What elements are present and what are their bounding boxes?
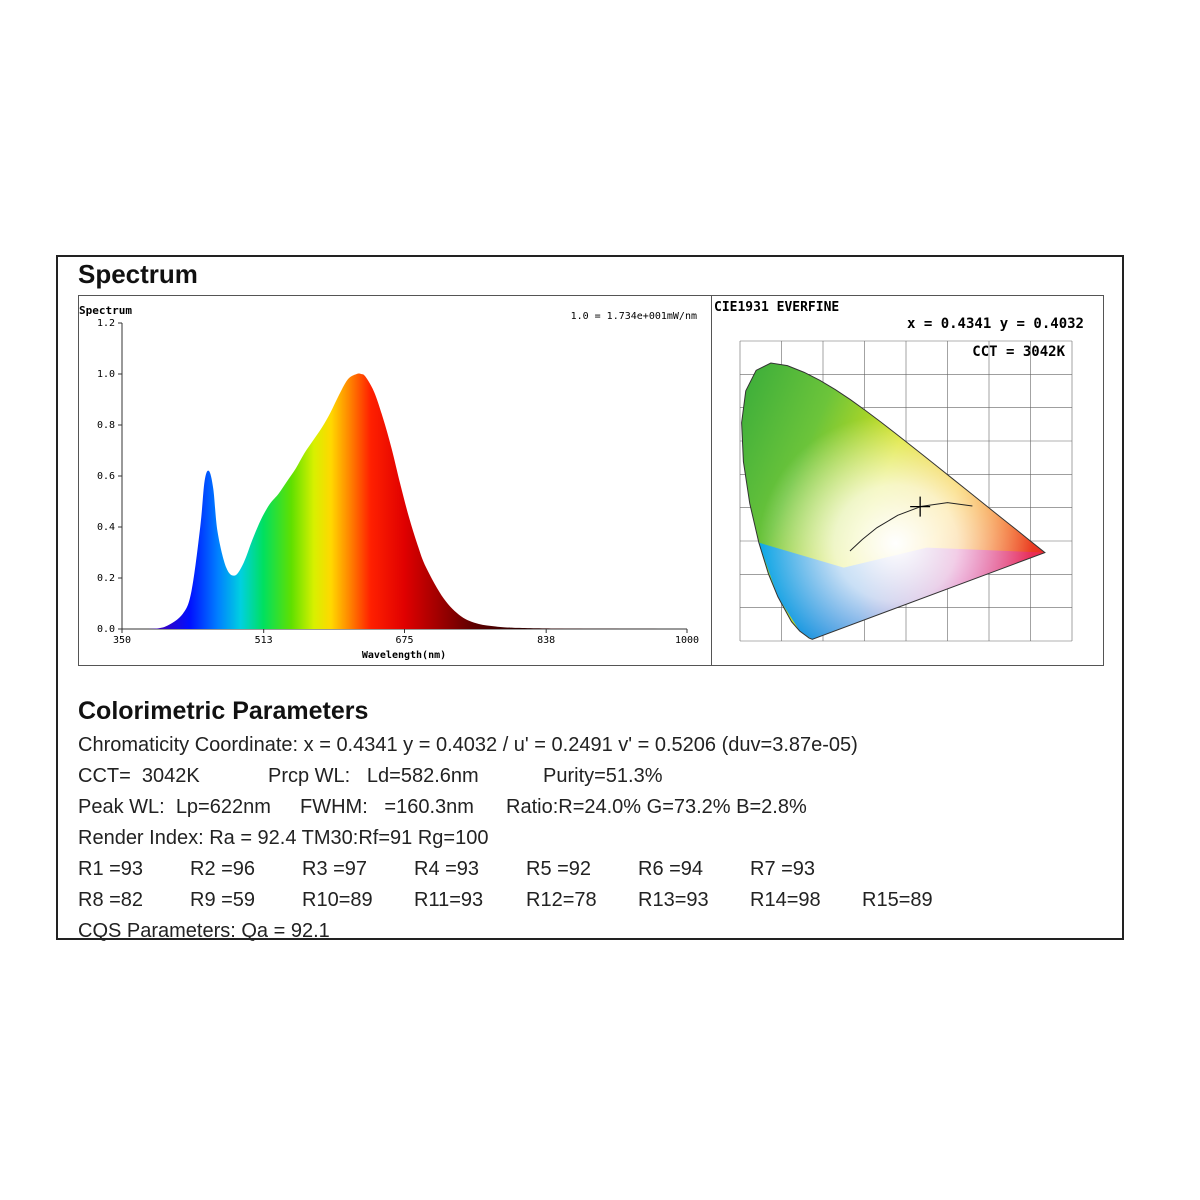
chromaticity-line: Chromaticity Coordinate: x = 0.4341 y = … xyxy=(78,734,858,756)
cie-cct-label: CCT = 3042K xyxy=(972,344,1065,360)
r-values-row-2: R8 =82 R9 =59 R10=89 R11=93 R12=78 R13=93 R14=… xyxy=(78,885,1108,916)
spectrum-x-tick-label: 838 xyxy=(537,635,555,646)
cct-line: CCT= 3042K Prcp WL: Ld=582.6nm Purity=51.3… xyxy=(78,761,1108,792)
r-value-8: R8 =82 xyxy=(78,889,144,911)
fwhm-value: FWHM: =160.3nm xyxy=(300,796,474,818)
spectrum-x-tick-label: 1000 xyxy=(675,635,699,646)
purity-value: Purity=51.3% xyxy=(543,765,663,787)
r-values-row-1: R1 =93 R2 =96 R3 =97 R4 =93 R5 =92 R6 =94 R7 =… xyxy=(78,854,1108,885)
spectrum-curve xyxy=(148,373,688,629)
cie-coordinate-annotation: x = 0.4341 y = 0.4032 xyxy=(907,316,1084,332)
render-index-line: Render Index: Ra = 92.4 TM30:Rf=91 Rg=10… xyxy=(78,827,489,849)
planckian-locus xyxy=(849,502,973,552)
spectrum-x-tick-label: 350 xyxy=(113,635,131,646)
r-value-9: R9 =59 xyxy=(190,889,256,911)
colorimetric-title: Colorimetric Parameters xyxy=(78,697,369,725)
r-value-5: R5 =92 xyxy=(526,858,592,880)
r-value-1: R1 =93 xyxy=(78,858,144,880)
ratio-value: Ratio:R=24.0% G=73.2% B=2.8% xyxy=(506,796,807,818)
r-value-2: R2 =96 xyxy=(190,858,256,880)
r-value-6: R6 =94 xyxy=(638,858,704,880)
spectrum-chart-panel: 0.0 0.2 0.4 0.6 0.8 1.0 1.2 350 513 675 838 1000 Sp… xyxy=(78,295,712,666)
cie-chart-title: CIE1931 EVERFINE xyxy=(714,300,839,315)
spectrum-y-tick-label: 1.0 xyxy=(97,369,115,380)
spectrum-report: Spectrum xyxy=(56,255,1124,942)
cct-value: CCT= 3042K xyxy=(78,765,200,787)
cie1931-chart-panel: CIE1931 EVERFINE x = 0.4341 y = 0.4032 C… xyxy=(711,295,1104,666)
r-value-14: R14=98 xyxy=(750,889,821,911)
r-value-15: R15=89 xyxy=(862,889,933,911)
spectrum-annotation: 1.0 = 1.734e+001mW/nm xyxy=(571,311,697,322)
spectrum-y-tick-label: 0.2 xyxy=(97,573,115,584)
spectrum-y-tick-label: 0.0 xyxy=(97,624,115,635)
spectrum-x-axis-label: Wavelength(nm) xyxy=(362,650,446,661)
r-value-3: R3 =97 xyxy=(302,858,368,880)
r-value-7: R7 =93 xyxy=(750,858,816,880)
measured-point-marker xyxy=(910,496,931,517)
spectrum-x-tick-label: 675 xyxy=(395,635,413,646)
spectrum-y-tick-label: 0.4 xyxy=(97,522,115,533)
spectrum-y-tick-label: 0.6 xyxy=(97,471,115,482)
spectrum-chart: 0.0 0.2 0.4 0.6 0.8 1.0 1.2 350 513 675 838 1000 Sp… xyxy=(79,304,699,661)
prcp-wl-value: Prcp WL: Ld=582.6nm xyxy=(268,765,479,787)
r-value-11: R11=93 xyxy=(414,889,484,911)
spectral-locus xyxy=(741,362,1046,640)
spectrum-section-title: Spectrum xyxy=(78,259,198,289)
peak-wl-value: Peak WL: Lp=622nm xyxy=(78,796,271,818)
spectrum-chart-title: Spectrum xyxy=(79,304,132,317)
r-value-4: R4 =93 xyxy=(414,858,480,880)
spectrum-x-tick-label: 513 xyxy=(255,635,273,646)
peak-wl-line: Peak WL: Lp=622nm FWHM: =160.3nm Ratio:R=2… xyxy=(78,792,1108,823)
r-value-13: R13=93 xyxy=(638,889,709,911)
cie1931-chart: CIE1931 EVERFINE x = 0.4341 y = 0.4032 C… xyxy=(714,300,1084,642)
spectrum-y-tick-label: 1.2 xyxy=(97,318,115,329)
spectrum-tick-labels: 0.0 0.2 0.4 0.6 0.8 1.0 1.2 350 513 675 838 1000 xyxy=(97,318,699,646)
cqs-line: CQS Parameters: Qa = 92.1 xyxy=(78,920,330,942)
r-value-10: R10=89 xyxy=(302,889,373,911)
colorimetric-parameters: Colorimetric Parameters Chromaticity Coo… xyxy=(78,697,1108,947)
spectrum-y-tick-label: 0.8 xyxy=(97,420,115,431)
r-value-12: R12=78 xyxy=(526,889,597,911)
